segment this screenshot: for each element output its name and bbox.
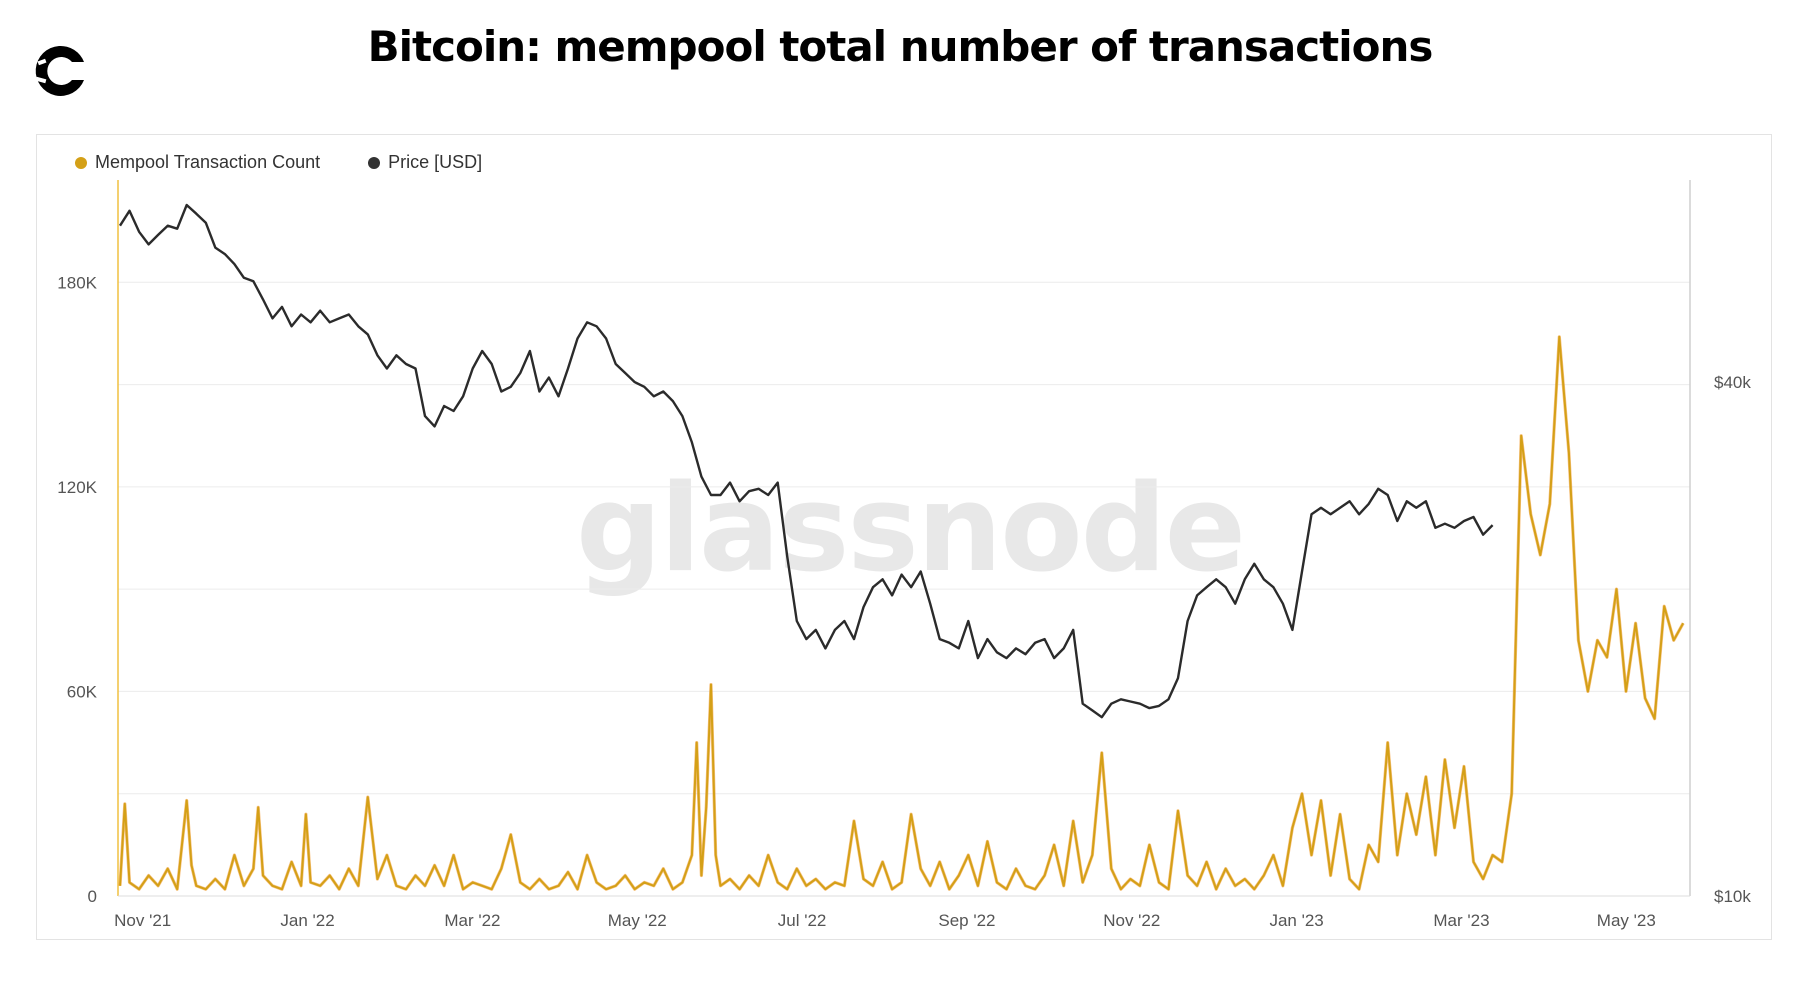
legend-dot-txcount xyxy=(75,156,87,169)
right-axis-ticks: $10k $40k xyxy=(1714,373,1751,906)
page-title: Bitcoin: mempool total number of transac… xyxy=(367,22,1434,71)
x-axis-tick-label: May '22 xyxy=(608,911,667,930)
legend-item-txcount[interactable]: Mempool Transaction Count xyxy=(75,152,320,173)
chart-frame xyxy=(36,134,1772,940)
legend-item-price[interactable]: Price [USD] xyxy=(368,152,482,173)
x-axis-tick-label: Jan '23 xyxy=(1269,911,1323,930)
left-axis-tick-label: 60K xyxy=(67,682,98,701)
right-axis-tick-label: $40k xyxy=(1714,373,1751,392)
series-group xyxy=(118,203,1685,891)
x-axis-tick-label: Jan '22 xyxy=(280,911,334,930)
left-axis-tick-label: 0 xyxy=(88,887,97,906)
chart-legend: Mempool Transaction Count Price [USD] xyxy=(75,152,482,173)
legend-label-txcount: Mempool Transaction Count xyxy=(95,152,321,172)
left-axis-ticks: 0 60K 120K 180K xyxy=(57,273,97,906)
series-line-price xyxy=(118,203,1494,719)
grid-lines xyxy=(118,281,1690,897)
left-axis-tick-label: 120K xyxy=(57,478,97,497)
x-axis-tick-label: May '23 xyxy=(1597,911,1656,930)
series-line-txcount-glow xyxy=(118,335,1685,891)
x-axis-tick-label: Mar '23 xyxy=(1433,911,1489,930)
x-axis-ticks: Nov '21 Jan '22 Mar '22 May '22 Jul '22 Sep '… xyxy=(114,911,1656,930)
x-axis-tick-label: Nov '22 xyxy=(1103,911,1160,930)
right-axis-tick-label: $10k xyxy=(1714,887,1751,906)
left-axis-tick-label: 180K xyxy=(57,273,97,292)
x-axis-tick-label: Nov '21 xyxy=(114,911,171,930)
watermark: glassnode xyxy=(576,460,1244,599)
x-axis-tick-label: Sep '22 xyxy=(938,911,995,930)
cointelegraph-logo-icon xyxy=(35,45,84,96)
legend-label-price: Price [USD] xyxy=(388,152,483,172)
x-axis-tick-label: Mar '22 xyxy=(444,911,500,930)
series-line-mempool-tx-count xyxy=(119,335,1685,891)
x-axis-tick-label: Jul '22 xyxy=(778,911,827,930)
legend-dot-price xyxy=(368,156,381,169)
